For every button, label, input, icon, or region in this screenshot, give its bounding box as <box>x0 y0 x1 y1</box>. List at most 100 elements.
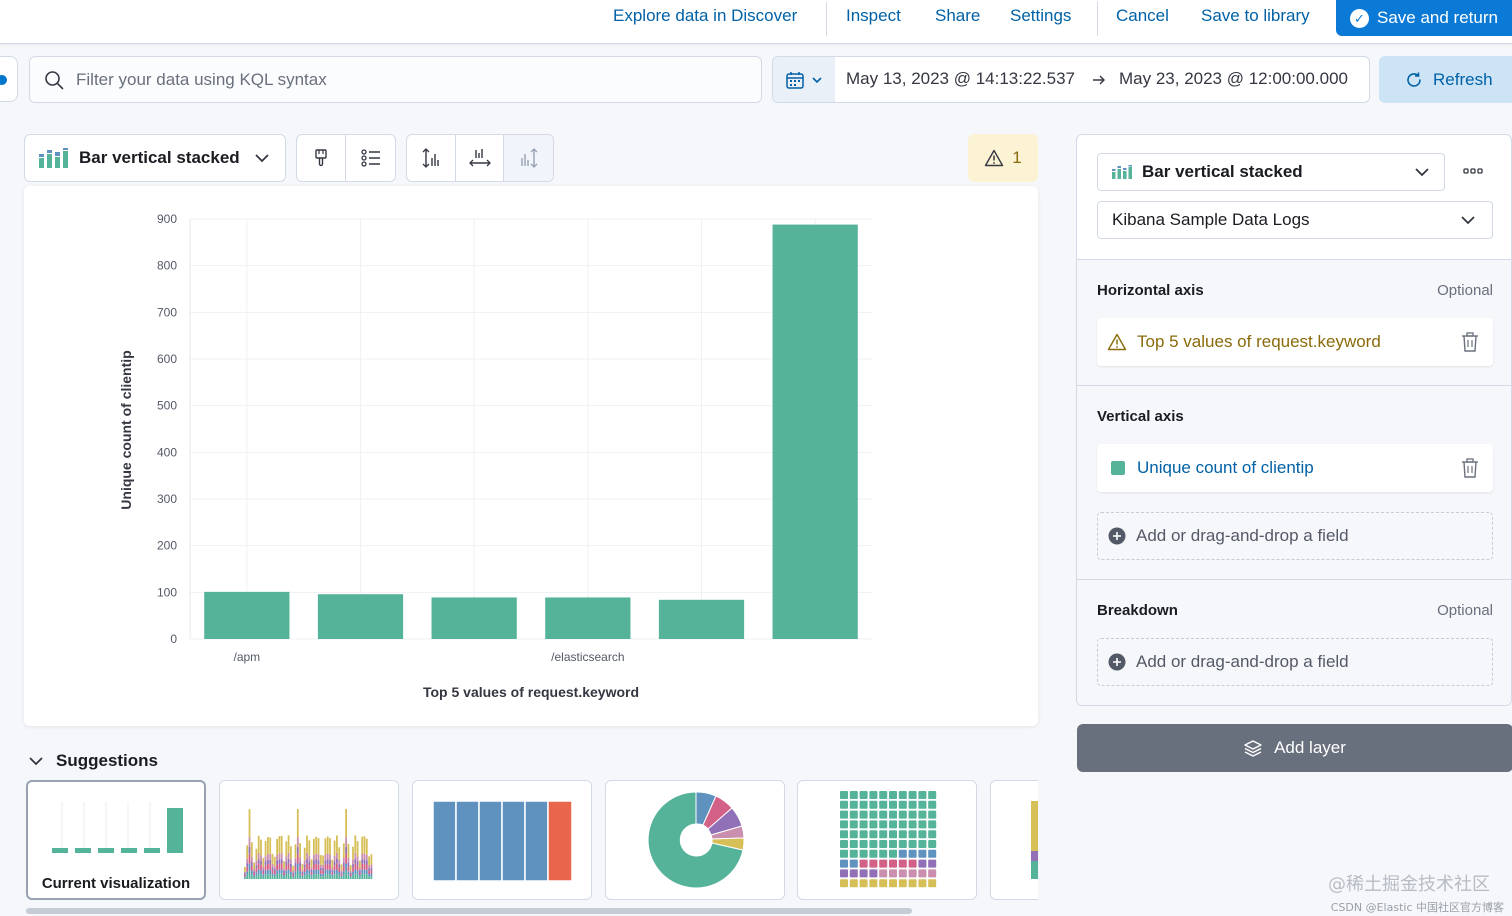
histogram-bar-segment <box>331 859 334 868</box>
waffle-cell <box>849 879 858 888</box>
paintbrush-icon <box>315 149 327 167</box>
histogram-bar-segment <box>250 862 253 866</box>
histogram-bar-segment <box>308 874 311 879</box>
suggestions-scrollbar[interactable] <box>26 908 912 914</box>
histogram-bar-segment <box>329 854 331 861</box>
bottom-axis-icon <box>468 149 491 167</box>
histogram-bar-segment <box>280 835 283 854</box>
legend-button[interactable] <box>346 135 395 181</box>
appearance-button[interactable] <box>297 135 346 181</box>
histogram-bar-segment <box>306 869 308 874</box>
suggestion-histogram[interactable] <box>219 780 399 900</box>
suggestion-treemap[interactable] <box>412 780 592 900</box>
suggestion-donut[interactable] <box>605 780 785 900</box>
histogram-bar-segment <box>280 863 283 870</box>
share-link[interactable]: Share <box>935 6 981 25</box>
waffle-cell <box>840 800 848 809</box>
right-axis-icon <box>520 148 538 168</box>
breakdown-title: Breakdown <box>1097 602 1178 619</box>
x-axis-label: Top 5 values of request.keyword <box>423 684 639 700</box>
vertical-axis-dimension[interactable]: Unique count of clientip <box>1097 444 1493 492</box>
kql-search-input[interactable] <box>76 68 736 92</box>
histogram-bar-segment <box>306 835 308 853</box>
breakdown-add-field[interactable]: Add or drag-and-drop a field <box>1097 638 1493 686</box>
warnings-button[interactable]: 1 <box>968 134 1038 182</box>
bar[interactable] <box>317 594 404 639</box>
save-to-library-link[interactable]: Save to library <box>1201 6 1310 25</box>
bar[interactable] <box>545 597 631 639</box>
y-tick-label: 300 <box>157 492 177 506</box>
suggestion-current-visualization[interactable]: Current visualization <box>26 780 206 900</box>
histogram-bar-segment <box>267 863 269 870</box>
bar[interactable] <box>204 591 290 639</box>
start-date[interactable]: May 13, 2023 @ 14:13:22.537 <box>846 69 1075 88</box>
histogram-bar-segment <box>368 870 370 875</box>
histogram-bar-segment <box>276 870 278 875</box>
histogram-bar-segment <box>361 853 364 860</box>
partial-thumbnail <box>1031 801 1038 879</box>
histogram-bar-segment <box>244 874 246 877</box>
waffle-cell <box>859 830 868 839</box>
chart-type-switcher[interactable]: Bar vertical stacked <box>24 134 286 182</box>
histogram-bar-segment <box>287 873 290 879</box>
histogram-bar-segment <box>338 875 341 879</box>
suggestions-toggle[interactable]: Suggestions <box>28 748 158 774</box>
histogram-bar-segment <box>340 873 343 876</box>
filter-menu-button[interactable] <box>0 56 18 102</box>
histogram-bar-segment <box>313 870 315 875</box>
add-layer-button[interactable]: Add layer <box>1077 724 1512 772</box>
cancel-link[interactable]: Cancel <box>1116 6 1169 25</box>
settings-link[interactable]: Settings <box>1010 6 1072 25</box>
quick-select-button[interactable] <box>773 57 835 102</box>
histogram-bar-segment <box>356 874 359 879</box>
waffle-cell <box>849 800 858 809</box>
histogram-bar-segment <box>336 869 338 874</box>
suggestion-partial[interactable] <box>990 780 1038 900</box>
histogram-bar-segment <box>349 870 352 873</box>
histogram-bar-segment <box>331 872 334 875</box>
histogram-bar-segment <box>262 869 265 872</box>
layer-chart-type-select[interactable]: Bar vertical stacked <box>1097 153 1445 191</box>
bar[interactable] <box>658 599 745 639</box>
waffle-cell <box>849 849 858 858</box>
bottom-axis-button[interactable] <box>456 135 505 181</box>
histogram-bar-segment <box>271 853 274 864</box>
histogram-bar-segment <box>308 855 311 862</box>
histogram-bar-segment <box>349 875 352 878</box>
histogram-bar-segment <box>255 860 258 866</box>
trash-icon[interactable] <box>1461 458 1479 478</box>
histogram-bar-segment <box>273 871 276 875</box>
histogram-bar-segment <box>354 863 357 870</box>
bar[interactable] <box>772 224 858 639</box>
waffle-cell <box>879 810 888 819</box>
histogram-bar-segment <box>264 870 267 875</box>
horizontal-axis-dimension[interactable]: Top 5 values of request.keyword <box>1097 318 1493 366</box>
data-view-select[interactable]: Kibana Sample Data Logs <box>1097 201 1493 239</box>
vertical-axis-add-field[interactable]: Add or drag-and-drop a field <box>1097 512 1493 560</box>
end-date[interactable]: May 23, 2023 @ 12:00:00.000 <box>1119 69 1348 88</box>
waffle-cell <box>879 830 888 839</box>
refresh-button[interactable]: Refresh <box>1379 56 1512 103</box>
inspect-link[interactable]: Inspect <box>846 6 901 25</box>
bar[interactable] <box>431 597 517 639</box>
histogram-bar-segment <box>269 854 272 860</box>
horizontal-axis-optional: Optional <box>1437 282 1493 299</box>
histogram-bar-segment <box>313 874 315 879</box>
layer-actions-icon[interactable] <box>1463 167 1483 175</box>
waffle-cell <box>869 820 878 829</box>
histogram-bar-segment <box>326 859 329 864</box>
histogram-bar-segment <box>340 870 343 873</box>
suggestion-waffle[interactable] <box>797 780 977 900</box>
waffle-cell <box>908 879 917 888</box>
explore-discover-link[interactable]: Explore data in Discover <box>613 6 798 25</box>
histogram-bar-segment <box>354 873 357 879</box>
histogram-bar-segment <box>310 867 313 870</box>
histogram-bar-segment <box>317 838 320 855</box>
trash-icon[interactable] <box>1461 332 1479 352</box>
right-axis-button[interactable] <box>504 135 553 181</box>
histogram-bar-segment <box>310 869 313 872</box>
histogram-bar-segment <box>294 858 297 864</box>
waffle-cell <box>898 840 907 848</box>
left-axis-button[interactable] <box>407 135 456 181</box>
save-and-return-button[interactable]: ✓ Save and return <box>1336 0 1512 36</box>
